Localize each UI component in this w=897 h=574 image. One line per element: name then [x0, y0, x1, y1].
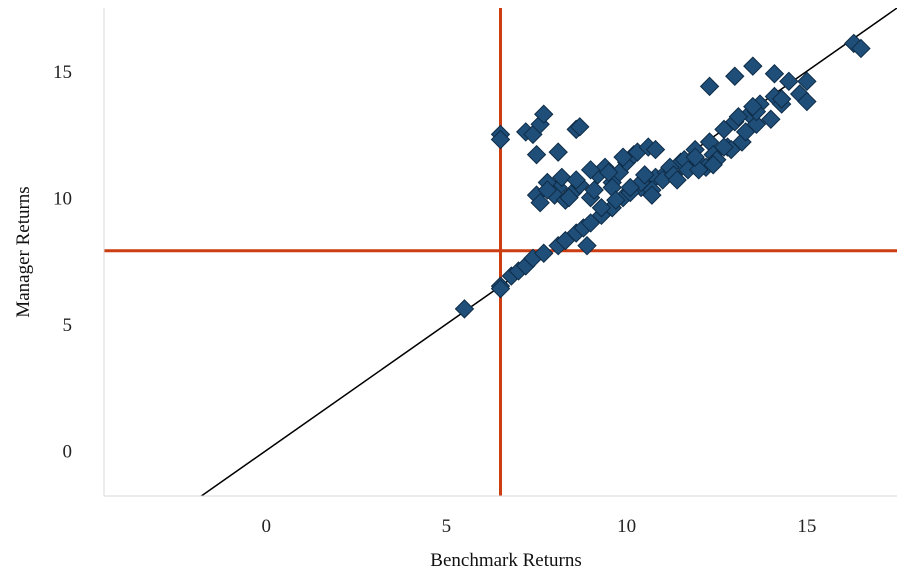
data-point	[613, 147, 633, 167]
x-axis-title: Benchmark Returns	[430, 550, 581, 571]
data-point	[667, 170, 687, 190]
data-point	[779, 71, 799, 92]
x-tick-label: 10	[617, 516, 636, 537]
data-point	[526, 144, 547, 165]
data-point	[735, 122, 756, 142]
y-axis-title: Manager Returns	[13, 186, 34, 317]
x-tick-label: 0	[261, 516, 271, 537]
data-point	[570, 117, 590, 137]
data-point	[851, 38, 871, 59]
data-point	[537, 180, 558, 200]
data-point	[743, 96, 763, 117]
y-tick-label: 0	[63, 441, 73, 462]
data-point	[566, 170, 586, 190]
data-point	[634, 165, 655, 185]
data-point	[771, 89, 792, 109]
data-point	[642, 185, 662, 205]
data-point	[584, 180, 604, 200]
data-point	[580, 160, 601, 180]
data-point	[797, 91, 817, 112]
data-point	[761, 109, 781, 129]
data-point	[577, 235, 597, 256]
data-point	[725, 66, 745, 86]
data-point	[685, 147, 705, 167]
data-point	[591, 198, 612, 218]
y-tick-label: 15	[53, 62, 72, 83]
data-point	[490, 129, 511, 150]
data-point	[606, 190, 626, 210]
data-point	[490, 278, 511, 299]
y-tick-label: 5	[63, 315, 73, 336]
data-point	[703, 155, 723, 175]
data-point	[530, 192, 550, 213]
data-point	[548, 142, 568, 162]
data-point	[620, 177, 640, 198]
data-point	[534, 243, 554, 263]
data-point	[743, 56, 763, 76]
data-point	[728, 107, 749, 127]
x-tick-label: 5	[442, 516, 452, 537]
data-point	[714, 137, 734, 157]
data-point	[699, 76, 720, 97]
data-point	[797, 71, 817, 92]
y-tick-label: 10	[53, 189, 72, 210]
data-point	[645, 139, 666, 160]
data-point	[454, 299, 475, 319]
data-point	[598, 162, 619, 183]
data-point	[534, 104, 554, 124]
data-point	[552, 167, 572, 188]
data-point	[764, 64, 785, 84]
data-point	[559, 187, 579, 208]
x-tick-label: 15	[797, 516, 816, 537]
